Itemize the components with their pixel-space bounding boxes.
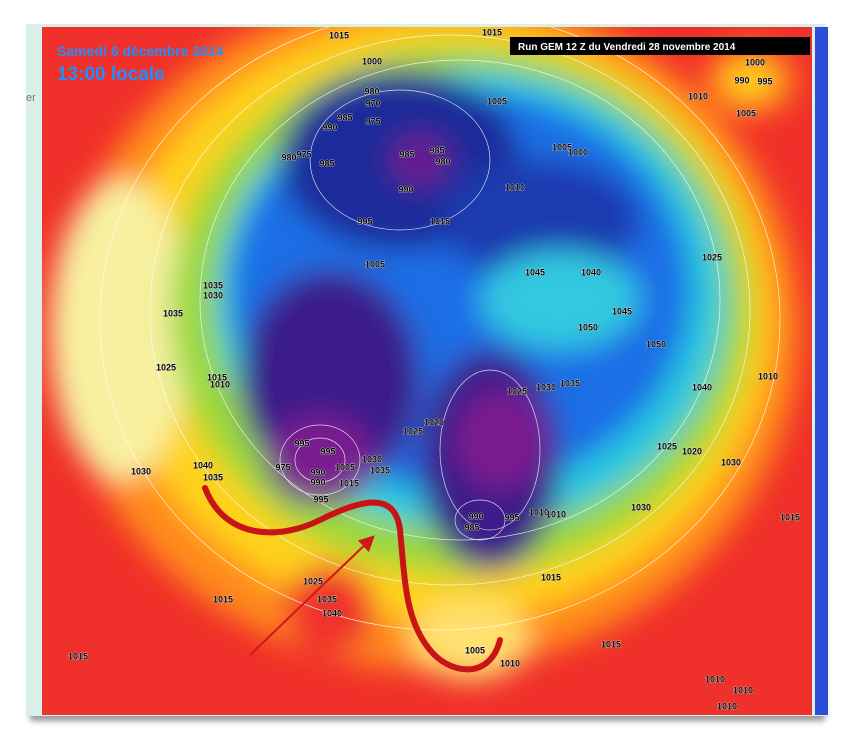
pressure-field xyxy=(42,27,812,715)
contour-label: 1010 xyxy=(529,507,549,517)
contour-label: 1030 xyxy=(203,290,223,300)
time-text: 13:00 locale xyxy=(57,64,165,85)
contour-label: 990 xyxy=(322,122,337,132)
contour-label: 1010 xyxy=(733,685,753,695)
contour-label: 975 xyxy=(275,462,290,472)
contour-label: 1015 xyxy=(207,372,227,382)
contour-label: 1025 xyxy=(403,426,423,436)
contour-label: 1015 xyxy=(430,216,450,226)
contour-label: 1000 xyxy=(745,57,765,67)
contour-label: 1000 xyxy=(568,147,588,157)
contour-label: 1040 xyxy=(581,267,601,277)
contour-label: 1000 xyxy=(362,56,382,66)
contour-label: 985 xyxy=(319,158,334,168)
contour-label: 990 xyxy=(310,467,325,477)
contour-label: 1030 xyxy=(536,382,556,392)
contour-label: 1030 xyxy=(131,466,151,476)
contour-label: 1015 xyxy=(339,478,359,488)
contour-label: 995 xyxy=(504,512,519,522)
contour-label: 980 xyxy=(435,156,450,166)
contour-label: 1025 xyxy=(303,576,323,586)
contour-label: 1045 xyxy=(525,267,545,277)
contour-label: 990 xyxy=(310,477,325,487)
contour-label: 1010 xyxy=(688,91,708,101)
contour-label: 1035 xyxy=(203,280,223,290)
contour-label: 995 xyxy=(320,446,335,456)
contour-label: 1050 xyxy=(646,339,666,349)
contour-label: 990 xyxy=(734,75,749,85)
contour-label: 1020 xyxy=(424,417,444,427)
contour-label: 1040 xyxy=(322,608,342,618)
contour-label: 985 xyxy=(399,149,414,159)
contour-label: 995 xyxy=(313,494,328,504)
contour-label: 985 xyxy=(429,145,444,155)
contour-label: 1035 xyxy=(370,465,390,475)
contour-label: 1015 xyxy=(541,572,561,582)
contour-label: 975 xyxy=(296,149,311,159)
contour-label: 985 xyxy=(464,522,479,532)
contour-label: 1010 xyxy=(717,701,737,711)
contour-label: 1035 xyxy=(203,472,223,482)
contour-label: 1035 xyxy=(317,594,337,604)
contour-label: 1015 xyxy=(329,30,349,40)
contour-label: 1045 xyxy=(612,306,632,316)
contour-label: 1005 xyxy=(465,645,485,655)
arrow xyxy=(249,535,375,656)
side-fragment: er xyxy=(26,92,36,104)
contour-label: 1005 xyxy=(335,462,355,472)
contour-label: 975 xyxy=(365,116,380,126)
contour-label: 1025 xyxy=(702,252,722,262)
contour-label: 1015 xyxy=(601,639,621,649)
date-text: Samedi 6 décembre 2014 xyxy=(57,43,224,59)
contour-label: 1035 xyxy=(560,378,580,388)
contour-label: 985 xyxy=(337,112,352,122)
contour-label: 1030 xyxy=(631,502,651,512)
contour-label: 1050 xyxy=(578,322,598,332)
contour-label: 1020 xyxy=(682,446,702,456)
contour-label: 1010 xyxy=(546,509,566,519)
contour-label: 1015 xyxy=(213,594,233,604)
contour-label: 1010 xyxy=(758,371,778,381)
contour-label: 1015 xyxy=(780,512,800,522)
contour-label: 995 xyxy=(294,438,309,448)
contour-label: 1025 xyxy=(507,386,527,396)
contour-label: 1025 xyxy=(156,362,176,372)
contour-label: 1005 xyxy=(552,142,572,152)
contour-label: 1010 xyxy=(500,658,520,668)
contour-label: 1010 xyxy=(210,379,230,389)
side-bar xyxy=(815,27,828,715)
contour-label: 995 xyxy=(357,216,372,226)
contour-label: 1005 xyxy=(736,108,756,118)
contour-label: 1005 xyxy=(487,96,507,106)
contour-label: 1030 xyxy=(362,454,382,464)
jet-stream-curve xyxy=(202,485,503,673)
contour-label: 990 xyxy=(468,511,483,521)
contour-label: 980 xyxy=(364,86,379,96)
run-text: Run GEM 12 Z du Vendredi 28 novembre 201… xyxy=(518,42,736,53)
contour-label: 1040 xyxy=(193,460,213,470)
contour-label: 1040 xyxy=(692,382,712,392)
contour-label: 1005 xyxy=(365,259,385,269)
contour-label: 970 xyxy=(365,98,380,108)
contour-label: 1025 xyxy=(657,441,677,451)
contour-label: 995 xyxy=(757,76,772,86)
contour-label: 1035 xyxy=(163,308,183,318)
contour-label: 1015 xyxy=(68,651,88,661)
contour-label: 1010 xyxy=(705,674,725,684)
contour-label: 1030 xyxy=(721,457,741,467)
contour-label: 1010 xyxy=(505,182,525,192)
run-banner xyxy=(510,37,810,55)
contour-label: 1015 xyxy=(482,27,502,37)
contour-label: 980 xyxy=(281,152,296,162)
contour-label: 990 xyxy=(398,184,413,194)
